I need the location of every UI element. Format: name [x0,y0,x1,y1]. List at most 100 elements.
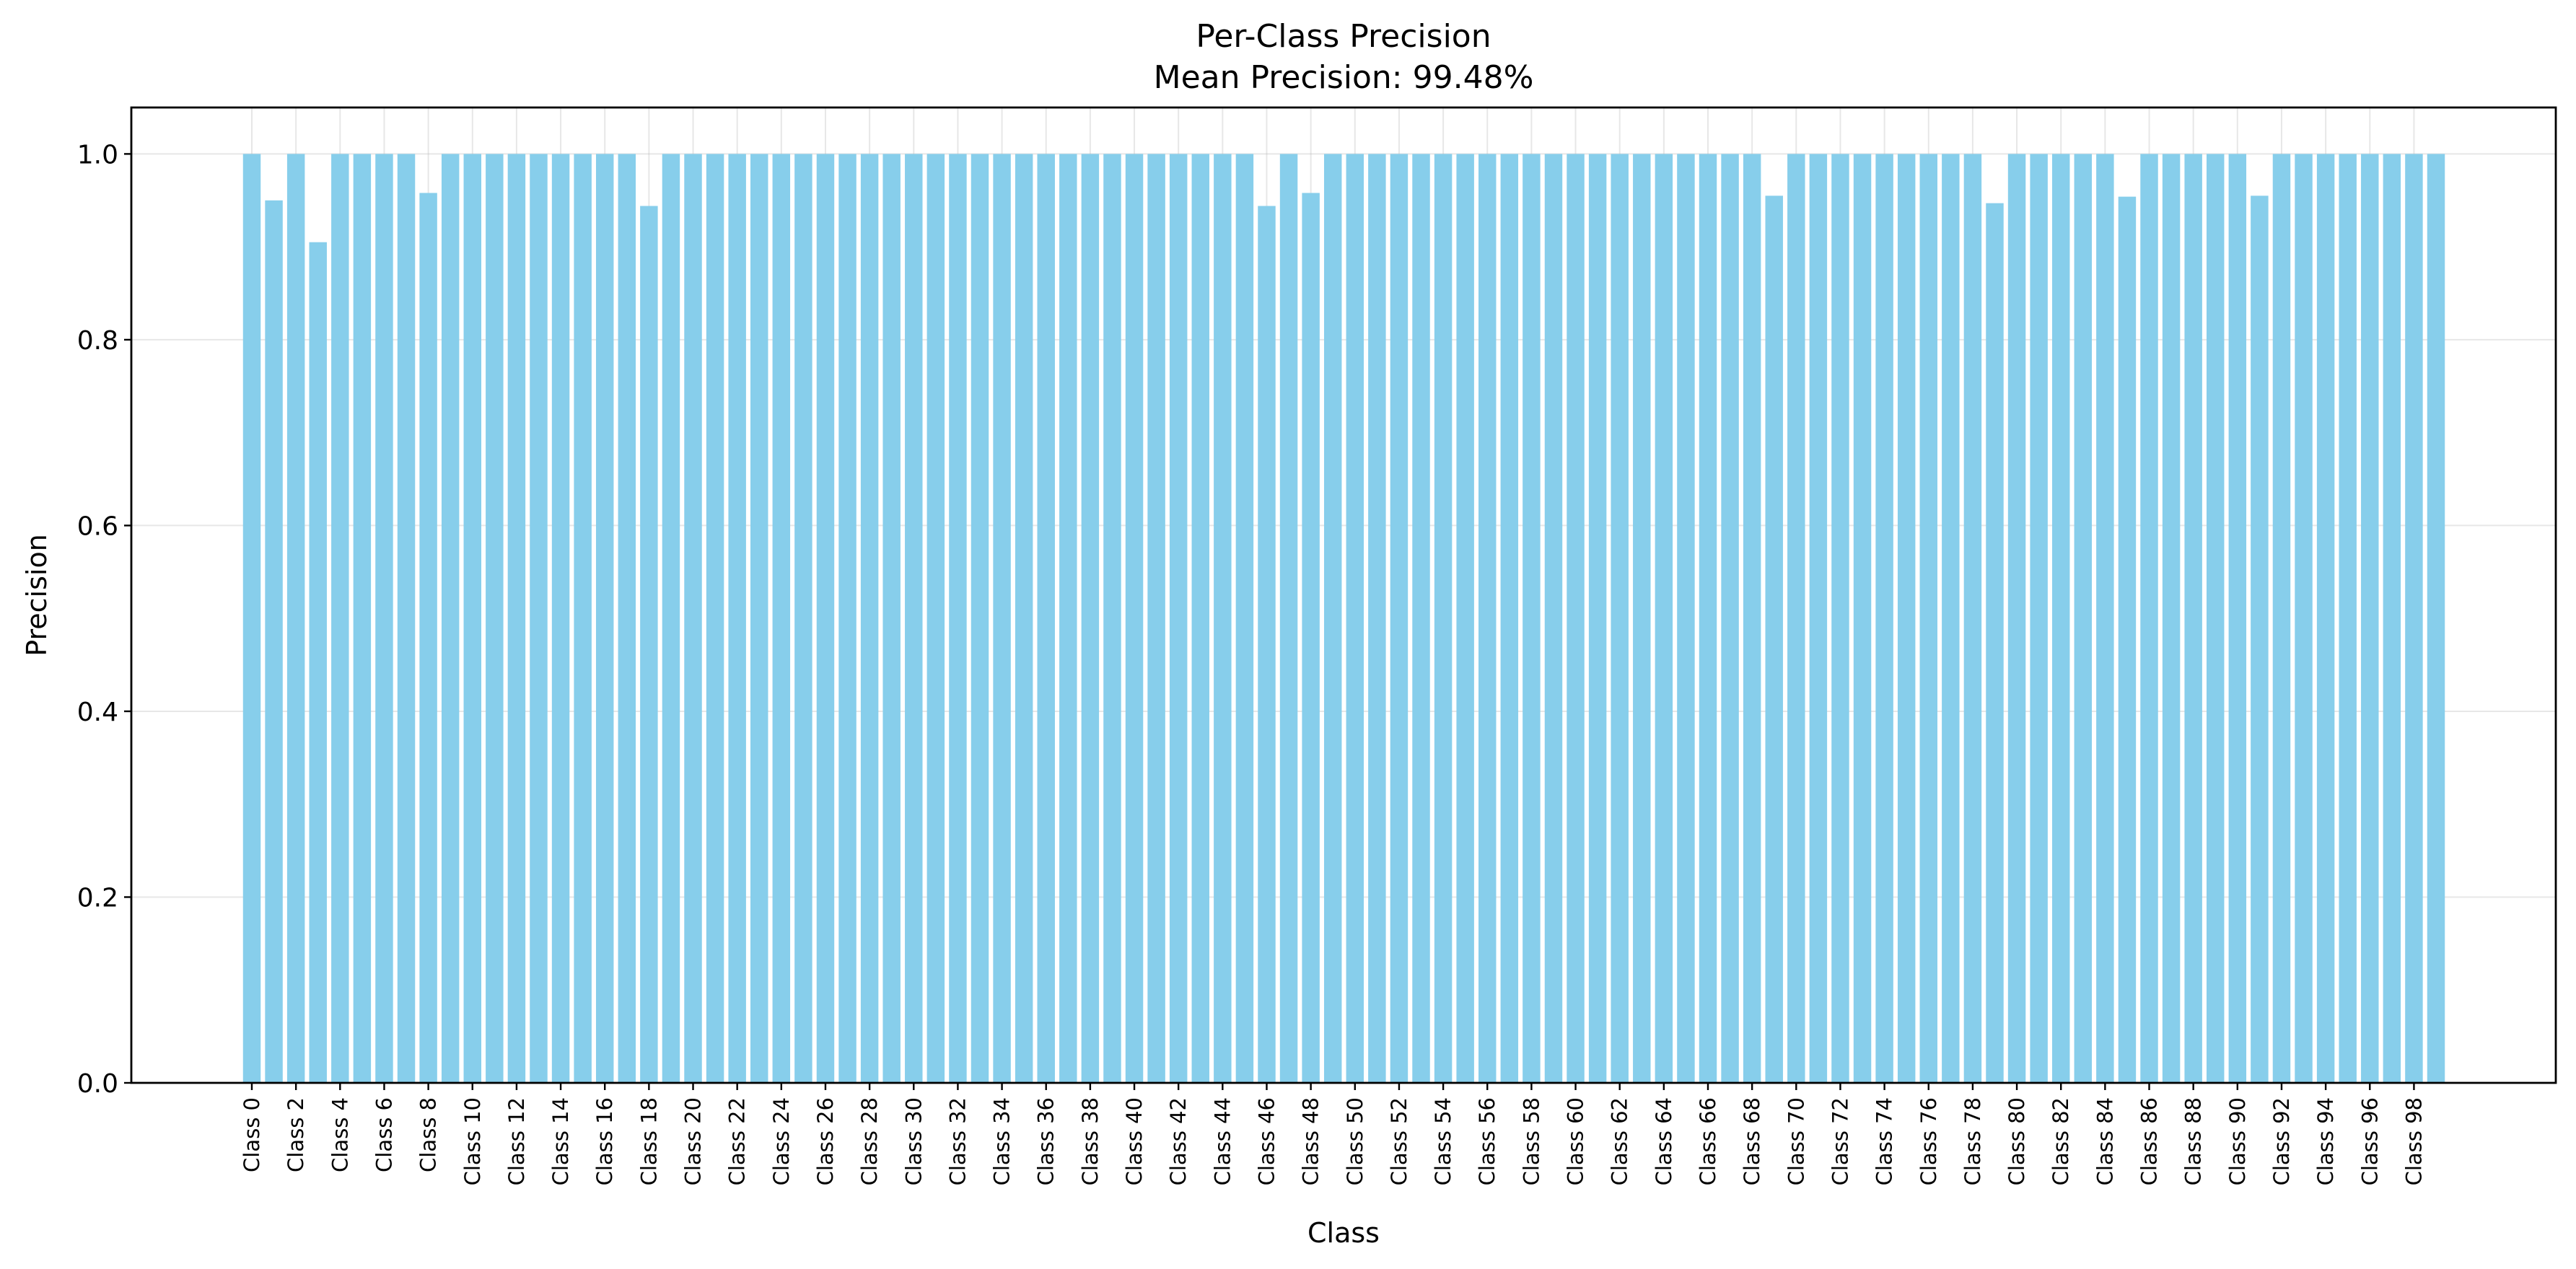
bar-class-87 [2162,154,2181,1083]
x-tick-label: Class 6 [372,1097,396,1172]
bar-class-34 [993,154,1011,1083]
x-tick-label: Class 94 [2313,1097,2338,1185]
x-tick-label: Class 92 [2269,1097,2294,1185]
bar-class-96 [2361,154,2379,1083]
bar-class-31 [926,154,945,1083]
bar-class-1 [265,200,283,1083]
bar-class-32 [949,154,967,1083]
bar-class-11 [486,154,504,1083]
x-tick-label: Class 32 [945,1097,970,1185]
bar-class-84 [2096,154,2114,1083]
bar-class-7 [397,154,416,1083]
bar-class-24 [772,154,791,1083]
bar-class-89 [2207,154,2225,1083]
bar-class-19 [662,154,680,1083]
x-tick-label: Class 30 [901,1097,926,1185]
bar-class-91 [2251,196,2269,1083]
x-tick-label: Class 34 [990,1097,1015,1185]
x-tick-label: Class 14 [548,1097,573,1185]
x-tick-label: Class 98 [2401,1097,2426,1185]
bar-class-30 [905,154,923,1083]
bar-class-62 [1611,154,1629,1083]
bar-class-81 [2030,154,2048,1083]
bar-class-75 [1897,154,1916,1083]
bar-class-21 [706,154,724,1083]
bar-class-36 [1037,154,1055,1083]
bars [242,154,2445,1084]
bar-class-38 [1081,154,1100,1083]
bar-class-54 [1434,154,1453,1083]
bar-class-18 [640,206,658,1084]
bar-class-41 [1147,154,1165,1083]
bar-class-45 [1235,154,1254,1083]
x-tick-label: Class 88 [2181,1097,2206,1185]
x-tick-label: Class 82 [2049,1097,2073,1185]
bar-class-27 [838,154,857,1083]
y-tick-label: 0.0 [77,1069,118,1099]
plot-area-frame [130,106,2557,1084]
bar-class-64 [1655,154,1673,1083]
bar-class-47 [1279,154,1298,1083]
bar-class-6 [375,154,393,1083]
x-tick-label: Class 44 [1210,1097,1235,1185]
x-tick-label: Class 36 [1034,1097,1059,1185]
bar-class-67 [1721,154,1739,1083]
bar-class-2 [286,154,305,1083]
x-tick-label: Class 8 [416,1097,441,1172]
bar-class-3 [309,242,327,1083]
x-tick-label: Class 66 [1696,1097,1720,1185]
x-axis: Class 0 Class 2 Class 4 Class 6 Class 8 Class… [240,1083,2426,1185]
x-tick-label: Class 38 [1078,1097,1103,1185]
bar-class-51 [1368,154,1386,1083]
bar-class-95 [2339,154,2357,1083]
bar-class-4 [331,154,349,1083]
x-tick-label: Class 84 [2093,1097,2117,1185]
bar-class-78 [1963,154,1982,1083]
bar-class-66 [1699,154,1717,1083]
bar-class-46 [1258,206,1276,1084]
bar-class-76 [1919,154,1937,1083]
x-tick-label: Class 74 [1872,1097,1897,1185]
bar-class-42 [1169,154,1188,1083]
y-tick-label: 0.8 [77,326,118,356]
bar-class-82 [2051,154,2070,1083]
bar-class-14 [551,154,570,1083]
x-tick-label: Class 80 [2005,1097,2029,1185]
bar-class-93 [2295,154,2313,1083]
bar-class-80 [2007,154,2026,1083]
bar-class-70 [1787,154,1805,1083]
x-tick-label: Class 50 [1343,1097,1367,1185]
x-tick-label: Class 86 [2137,1097,2162,1185]
x-tick-label: Class 4 [328,1097,352,1172]
x-tick-label: Class 22 [725,1097,750,1185]
bar-class-98 [2405,154,2423,1083]
x-tick-label: Class 18 [636,1097,661,1185]
y-tick-label: 0.4 [77,698,118,727]
bar-class-77 [1942,154,1960,1083]
y-axis-label: Precision [21,534,53,657]
x-tick-label: Class 12 [504,1097,529,1185]
bar-class-71 [1809,154,1828,1083]
bar-class-12 [507,154,526,1083]
bar-class-17 [618,154,636,1083]
bar-class-73 [1853,154,1872,1083]
x-tick-label: Class 46 [1254,1097,1279,1185]
bar-class-94 [2316,154,2335,1083]
bar-class-13 [530,154,548,1083]
x-tick-label: Class 0 [240,1097,264,1172]
x-tick-label: Class 52 [1387,1097,1411,1185]
bar-class-61 [1588,154,1607,1083]
bar-class-79 [1986,203,2004,1083]
bar-class-10 [463,154,481,1083]
bar-class-57 [1500,154,1519,1083]
bar-class-52 [1390,154,1409,1083]
bar-class-39 [1103,154,1121,1083]
bar-class-92 [2272,154,2291,1083]
bar-class-72 [1831,154,1849,1083]
bar-class-22 [728,154,746,1083]
x-tick-label: Class 42 [1166,1097,1191,1185]
x-tick-label: Class 40 [1122,1097,1147,1185]
bar-class-65 [1677,154,1695,1083]
bar-class-9 [441,154,460,1083]
bar-class-43 [1191,154,1209,1083]
